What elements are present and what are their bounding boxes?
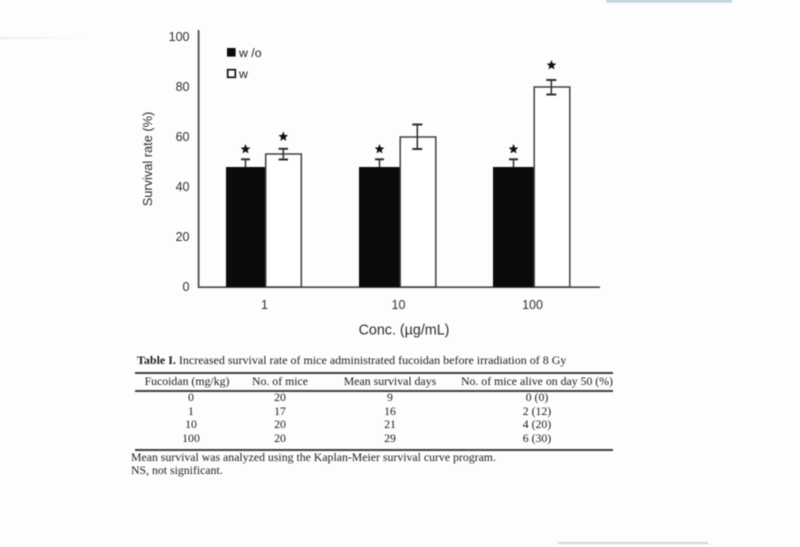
svg-text:100: 100 bbox=[522, 298, 543, 312]
svg-text:1: 1 bbox=[261, 298, 268, 312]
svg-text:10: 10 bbox=[392, 298, 406, 312]
svg-text:0: 0 bbox=[183, 280, 190, 294]
svg-text:60: 60 bbox=[176, 130, 190, 144]
svg-text:20: 20 bbox=[176, 230, 190, 244]
svg-text:w /o: w /o bbox=[238, 46, 262, 60]
svg-text:Conc. (µg/mL): Conc. (µg/mL) bbox=[359, 323, 450, 339]
svg-text:40: 40 bbox=[176, 180, 190, 194]
svg-text:100: 100 bbox=[169, 30, 190, 44]
svg-text:w: w bbox=[238, 67, 248, 81]
svg-text:Survival rate (%): Survival rate (%) bbox=[140, 112, 155, 207]
svg-text:80: 80 bbox=[176, 80, 190, 94]
